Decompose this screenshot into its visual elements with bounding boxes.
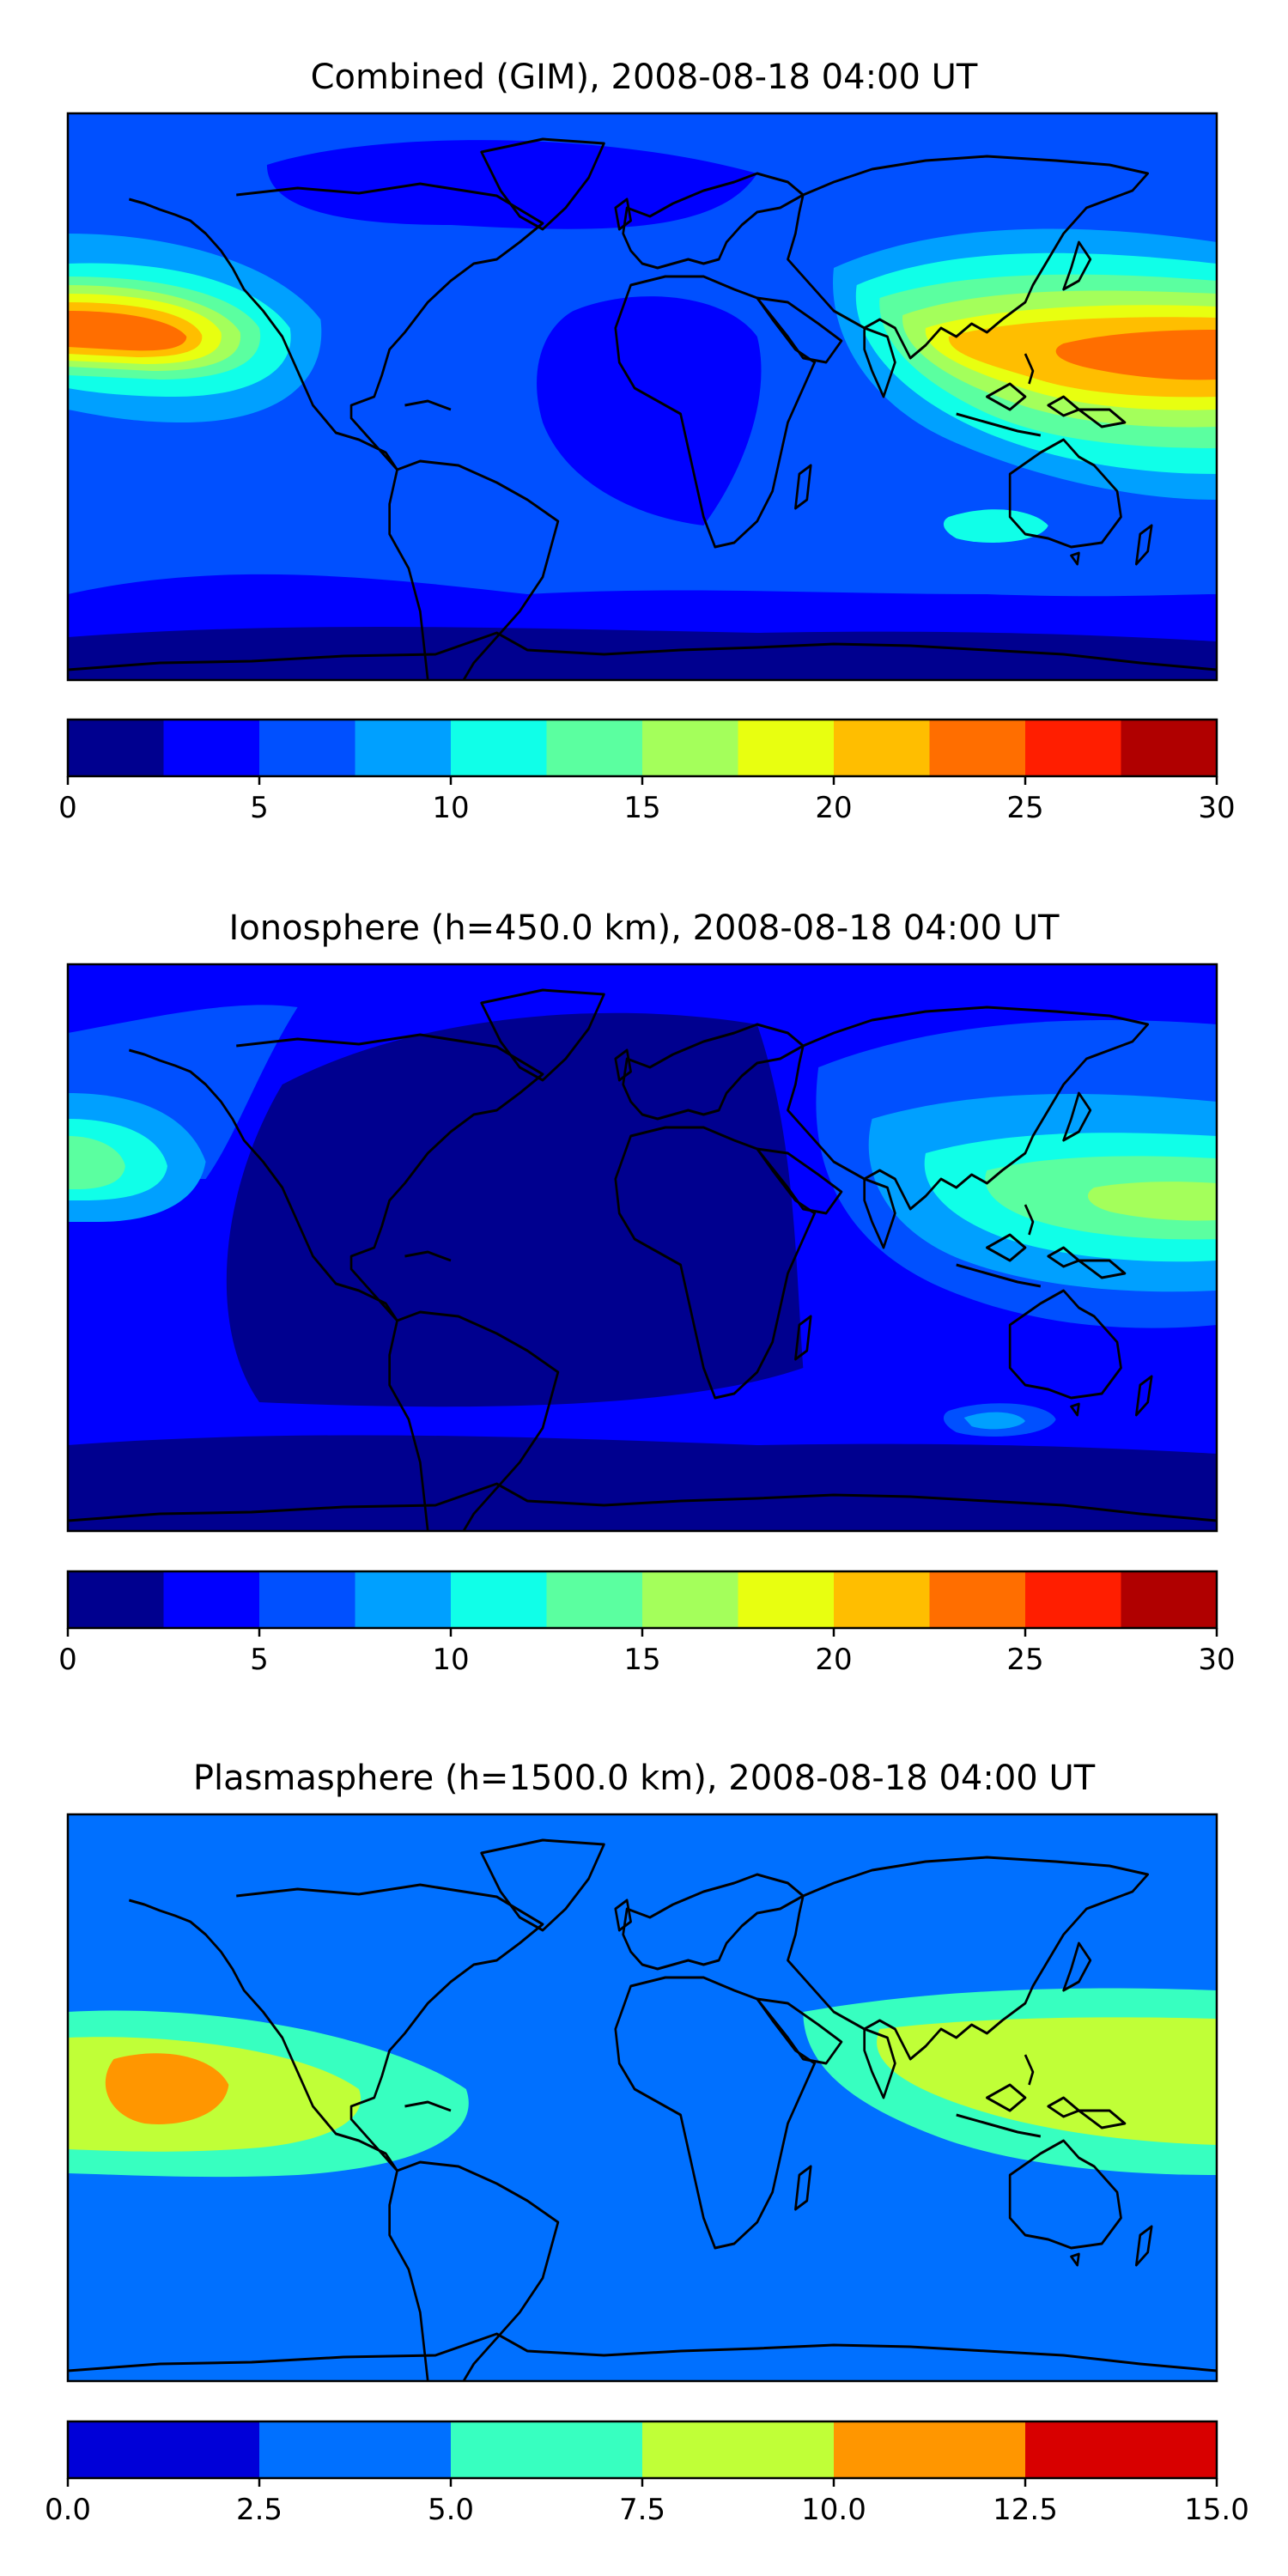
colorbar-segment	[834, 1571, 930, 1628]
colorbar-tick-label: 0	[58, 1643, 77, 1677]
colorbar-segment	[451, 720, 547, 776]
colorbar-tick-label: 5.0	[428, 2493, 474, 2527]
colorbar-segment	[546, 1571, 643, 1628]
contour-band	[68, 1435, 1217, 1531]
colorbar-segment	[1025, 720, 1121, 776]
contour-band	[226, 1012, 804, 1407]
contour-band	[105, 2053, 229, 2124]
colorbar-tick-label: 5	[250, 791, 269, 825]
panel-title: Combined (GIM), 2008-08-18 04:00 UT	[311, 58, 978, 97]
map-frame	[66, 112, 1218, 682]
colorbar-segment	[546, 720, 643, 776]
colorbar-segment	[355, 1571, 452, 1628]
colorbar-tick-label: 15.0	[1184, 2493, 1249, 2527]
colorbar-segment	[1025, 2421, 1218, 2478]
colorbar-segment	[451, 1571, 547, 1628]
colorbar-segment	[738, 720, 835, 776]
colorbar-tick-label: 15	[623, 1643, 660, 1677]
colorbar-segment	[642, 720, 738, 776]
colorbar-tick-label: 25	[1006, 1643, 1043, 1677]
contour-band	[266, 140, 757, 229]
contour-band	[537, 296, 762, 526]
colorbar-segment	[259, 1571, 355, 1628]
colorbar-segment	[1121, 1571, 1218, 1628]
colorbar-tick-label: 0	[58, 791, 77, 825]
colorbar-segment	[163, 720, 260, 776]
colorbar-tick-label: 10.0	[801, 2493, 866, 2527]
colorbar-segment	[259, 2421, 452, 2478]
colorbar-segment	[68, 2421, 260, 2478]
colorbar-segment	[68, 720, 164, 776]
colorbar-segment	[834, 720, 930, 776]
colorbar-tick-label: 30	[1198, 1643, 1235, 1677]
contour-band	[68, 1136, 125, 1189]
colorbar-tick-label: 7.5	[619, 2493, 665, 2527]
colorbar-segment	[834, 2421, 1026, 2478]
colorbar-segment	[163, 1571, 260, 1628]
colorbar-segment	[1025, 1571, 1121, 1628]
panel-title: Ionosphere (h=450.0 km), 2008-08-18 04:0…	[229, 908, 1060, 948]
colorbar-tick-label: 25	[1006, 791, 1043, 825]
contour-band	[1087, 1182, 1217, 1221]
colorbar-tick-label: 20	[815, 791, 852, 825]
panel-title: Plasmasphere (h=1500.0 km), 2008-08-18 0…	[193, 1759, 1096, 1798]
colorbar-tick-label: 0.0	[45, 2493, 91, 2527]
colorbar-segment	[259, 720, 355, 776]
map-field	[68, 964, 1217, 1531]
colorbar-tick-label: 10	[432, 1643, 469, 1677]
contour-band	[68, 627, 1217, 680]
contour-band	[943, 509, 1048, 543]
colorbar-segment	[929, 720, 1026, 776]
map-field	[68, 1814, 1217, 2381]
colorbar-segment	[642, 2421, 835, 2478]
colorbar-segment	[738, 1571, 835, 1628]
contour-band	[68, 311, 187, 351]
colorbar-segment	[642, 1571, 738, 1628]
colorbar-tick-label: 10	[432, 791, 469, 825]
colorbar-segment	[1121, 720, 1218, 776]
colorbar-tick-label: 30	[1198, 791, 1235, 825]
contour-band	[1055, 330, 1217, 380]
colorbar-tick-label: 15	[623, 791, 660, 825]
colorbar-tick-label: 5	[250, 1643, 269, 1677]
map-frame	[66, 1813, 1218, 2383]
colorbar-segment	[451, 2421, 643, 2478]
contour-band	[877, 2017, 1217, 2145]
colorbar-segment	[355, 720, 452, 776]
colorbar-segment	[929, 1571, 1026, 1628]
map-field	[68, 113, 1217, 680]
colorbar-tick-label: 2.5	[236, 2493, 283, 2527]
colorbar-tick-label: 12.5	[993, 2493, 1058, 2527]
colorbar-segment	[68, 1571, 164, 1628]
map-frame	[66, 963, 1218, 1533]
contour-band	[963, 1412, 1025, 1430]
colorbar-tick-label: 20	[815, 1643, 852, 1677]
